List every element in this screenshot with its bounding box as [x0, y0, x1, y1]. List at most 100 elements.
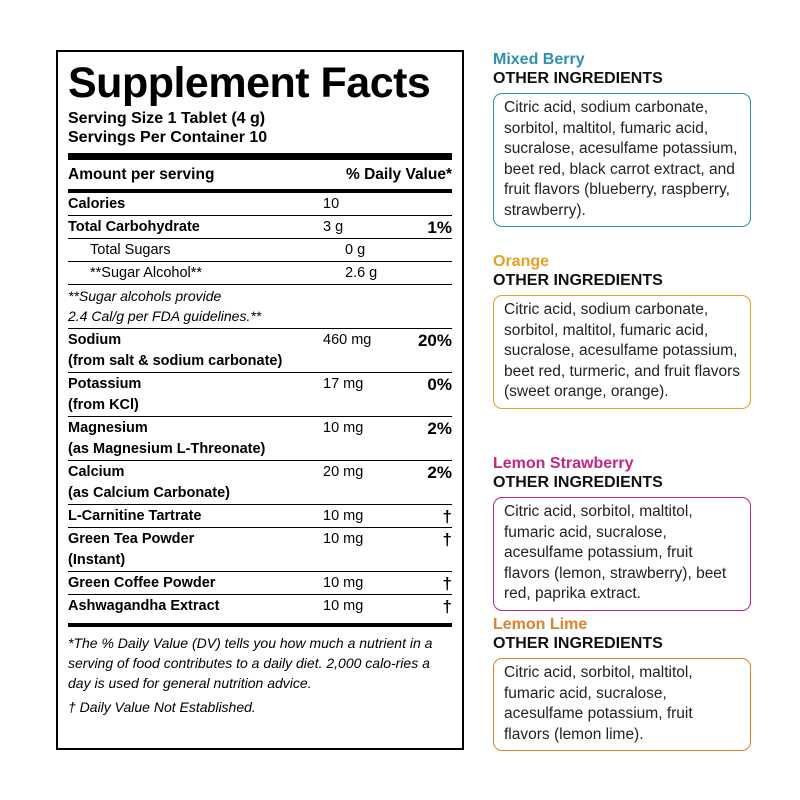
table-row: Total Carbohydrate 3 g 1% — [68, 216, 452, 238]
daily-value-label: % Daily Value* — [346, 166, 452, 183]
divider-medium — [68, 623, 452, 627]
nutrient-name: Sodium (from salt & sodium carbonate) — [68, 330, 323, 372]
nutrient-dv: † — [442, 530, 452, 549]
nutrient-amount: 10 mg — [323, 420, 364, 436]
facts-title: Supplement Facts — [68, 59, 431, 107]
nutrient-dv: † — [442, 507, 452, 526]
ingredients-box: Citric acid, sorbitol, maltitol, fumaric… — [493, 658, 751, 751]
nutrient-name: Potassium (from KCl) — [68, 374, 323, 416]
flavor-name: Orange — [493, 253, 550, 270]
nutrient-source: (as Calcium Carbonate) — [68, 485, 230, 501]
nutrient-name: Magnesium (as Magnesium L-Threonate) — [68, 418, 323, 460]
nutrient-amount: 3 g — [323, 219, 344, 235]
row-divider — [68, 571, 452, 572]
amount-per-serving-label: Amount per serving — [68, 166, 215, 183]
row-divider — [68, 284, 452, 285]
nutrient-name: L-Carnitine Tartrate — [68, 508, 202, 524]
nutrient-dv — [413, 194, 452, 215]
nutrient-amount: 10 mg — [323, 598, 364, 614]
nutrient-amount: 20 mg — [323, 464, 364, 480]
sugar-alcohol-note: **Sugar alcohols provide 2.4 Cal/g per F… — [68, 285, 452, 328]
nutrient-amount: 10 — [323, 196, 340, 212]
sugar-note-line: **Sugar alcohols provide — [68, 288, 222, 304]
nutrient-label: Green Tea Powder — [68, 531, 195, 547]
nutrient-name: Total Sugars — [90, 242, 171, 258]
nutrient-dv — [435, 240, 452, 261]
nutrient-source: (from salt & sodium carbonate) — [68, 353, 283, 369]
nutrient-name: Green Coffee Powder — [68, 575, 216, 591]
nutrient-amount: 2.6 g — [345, 265, 378, 281]
row-divider — [68, 261, 452, 262]
amount-header-row: Amount per serving % Daily Value* — [68, 164, 452, 186]
nutrient-name: Calcium (as Calcium Carbonate) — [68, 462, 323, 504]
table-row: Sodium (from salt & sodium carbonate) 460… — [68, 329, 452, 372]
nutrient-source: (from KCl) — [68, 397, 139, 413]
nutrient-dv: 20% — [417, 331, 452, 350]
nutrient-source: (Instant) — [68, 552, 126, 568]
flavor-name: Mixed Berry — [493, 51, 585, 68]
table-row: Ashwagandha Extract 10 mg † — [68, 595, 452, 617]
other-ingredients-heading: OTHER INGREDIENTS — [493, 272, 663, 289]
other-ingredients-heading: OTHER INGREDIENTS — [493, 635, 663, 652]
other-ingredients-heading: OTHER INGREDIENTS — [493, 70, 663, 87]
nutrient-name: **Sugar Alcohol** — [90, 265, 203, 281]
divider-thick — [68, 153, 452, 160]
flavor-name: Lemon Lime — [493, 616, 588, 633]
flavor-section-lemon-lime: Lemon Lime OTHER INGREDIENTS Citric acid… — [493, 615, 751, 751]
table-row: **Sugar Alcohol** 2.6 g — [68, 262, 452, 284]
nutrient-dv: 2% — [427, 419, 452, 438]
nutrient-label: Calcium — [68, 464, 125, 480]
sugar-note-line: 2.4 Cal/g per FDA guidelines.** — [68, 308, 262, 324]
row-divider — [68, 416, 452, 417]
table-row: Magnesium (as Magnesium L-Threonate) 10 m… — [68, 417, 452, 460]
row-divider — [68, 215, 452, 216]
nutrient-name: Green Tea Powder (Instant) — [68, 529, 323, 571]
table-row: L-Carnitine Tartrate 10 mg † — [68, 505, 452, 527]
table-row: Green Coffee Powder 10 mg † — [68, 572, 452, 594]
table-row: Calcium (as Calcium Carbonate) 20 mg 2% — [68, 461, 452, 504]
servings-per-container: Servings Per Container 10 — [68, 129, 268, 146]
flavor-name: Lemon Strawberry — [493, 455, 634, 472]
nutrient-name: Total Carbohydrate — [68, 219, 200, 235]
table-row: Calories 10 — [68, 193, 452, 215]
table-row: Potassium (from KCl) 17 mg 0% — [68, 373, 452, 416]
flavor-section-lemon-strawberry: Lemon Strawberry OTHER INGREDIENTS Citri… — [493, 454, 751, 611]
row-divider — [68, 504, 452, 505]
table-row: Total Sugars 0 g — [68, 239, 452, 261]
nutrient-amount: 17 mg — [323, 376, 364, 392]
row-divider — [68, 527, 452, 528]
nutrient-source: (as Magnesium L-Threonate) — [68, 441, 266, 457]
row-divider — [68, 238, 452, 239]
nutrient-amount: 0 g — [345, 242, 366, 258]
nutrient-name: Calories — [68, 196, 126, 212]
divider-medium — [68, 189, 452, 193]
ingredients-box: Citric acid, sodium carbonate, sorbitol,… — [493, 93, 751, 227]
nutrient-name: Ashwagandha Extract — [68, 598, 220, 614]
nutrient-amount: 10 mg — [323, 575, 364, 591]
footnotes: *The % Daily Value (DV) tells you how mu… — [68, 627, 452, 717]
row-divider — [68, 594, 452, 595]
nutrient-dv: 1% — [427, 218, 452, 237]
row-divider — [68, 460, 452, 461]
nutrient-dv: 0% — [427, 375, 452, 394]
ingredients-box: Citric acid, sorbitol, maltitol, fumaric… — [493, 497, 751, 611]
other-ingredients-heading: OTHER INGREDIENTS — [493, 474, 663, 491]
ingredients-box: Citric acid, sodium carbonate, sorbitol,… — [493, 295, 751, 409]
nutrient-amount: 10 mg — [323, 531, 364, 547]
row-divider — [68, 328, 452, 329]
nutrient-label: Sodium — [68, 332, 122, 348]
nutrient-dv: † — [442, 597, 452, 616]
dagger-footnote: † Daily Value Not Established. — [68, 699, 256, 715]
nutrient-dv: 2% — [427, 463, 452, 482]
nutrient-dv: † — [442, 574, 452, 593]
nutrient-amount: 460 mg — [323, 332, 372, 348]
daily-value-footnote: *The % Daily Value (DV) tells you how mu… — [68, 635, 433, 691]
nutrient-label: Potassium — [68, 376, 142, 392]
nutrient-label: Magnesium — [68, 420, 148, 436]
nutrient-amount: 10 mg — [323, 508, 364, 524]
flavor-section-mixed-berry: Mixed Berry OTHER INGREDIENTS Citric aci… — [493, 50, 751, 227]
flavor-section-orange: Orange OTHER INGREDIENTS Citric acid, so… — [493, 252, 751, 409]
supplement-facts-panel: Supplement Facts Serving Size 1 Tablet (… — [56, 50, 464, 750]
serving-size: Serving Size 1 Tablet (4 g) — [68, 110, 266, 127]
nutrient-dv — [435, 263, 452, 284]
